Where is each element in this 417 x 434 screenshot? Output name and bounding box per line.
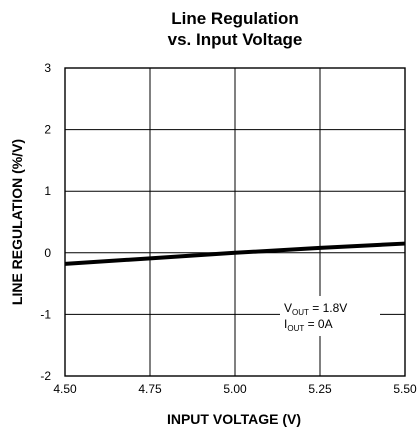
y-tick-labels: 3 2 1 0 -1 -2 — [40, 61, 51, 383]
y-tick-label: -1 — [40, 307, 51, 321]
series-layer — [64, 241, 406, 266]
plot-frame — [64, 67, 406, 377]
annotation-vout: VOUT = 1.8V — [284, 301, 347, 317]
annotation-vout-subscript: OUT — [292, 308, 309, 317]
annotation-iout-symbol: I — [284, 317, 287, 331]
series-line — [64, 241, 406, 266]
y-tick-label: 3 — [44, 61, 51, 75]
x-axis-title: INPUT VOLTAGE (V) — [167, 411, 301, 427]
annotation-vout-symbol: V — [284, 301, 292, 315]
legend-annotation: VOUT = 1.8V IOUT = 0A — [280, 296, 380, 336]
x-tick-label: 4.50 — [53, 382, 77, 396]
annotation-vout-value: = 1.8V — [309, 301, 347, 315]
chart-subtitle: vs. Input Voltage — [167, 30, 303, 49]
annotation-iout: IOUT = 0A — [284, 317, 333, 333]
annotation-iout-subscript: OUT — [287, 324, 304, 333]
annotation-iout-value: = 0A — [304, 317, 332, 331]
y-axis-title: LINE REGULATION (%/V) — [9, 139, 25, 305]
annotation-background — [280, 296, 380, 336]
x-tick-label: 4.75 — [138, 382, 162, 396]
x-tick-label: 5.25 — [308, 382, 332, 396]
y-tick-label: -2 — [40, 369, 51, 383]
y-tick-label: 0 — [44, 246, 51, 260]
chart-title: Line Regulation — [171, 9, 299, 28]
y-tick-label: 2 — [44, 123, 51, 137]
x-tick-labels: 4.50 4.75 5.00 5.25 5.50 — [53, 382, 417, 396]
x-tick-label: 5.00 — [223, 382, 247, 396]
x-tick-label: 5.50 — [393, 382, 417, 396]
y-tick-label: 1 — [44, 184, 51, 198]
